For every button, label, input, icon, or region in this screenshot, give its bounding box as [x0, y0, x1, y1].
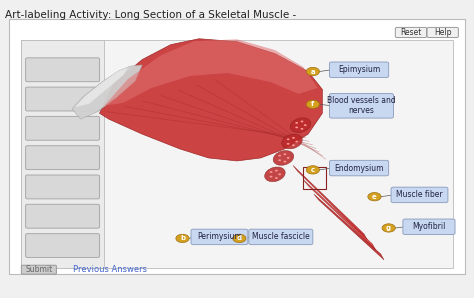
Text: f: f [311, 101, 314, 107]
Text: Perimysium: Perimysium [197, 232, 242, 241]
Text: g: g [386, 225, 391, 231]
Text: Reset: Reset [400, 28, 422, 37]
Text: Help: Help [434, 28, 451, 37]
Text: Blood vessels and
nerves: Blood vessels and nerves [327, 96, 396, 116]
Text: d: d [237, 235, 242, 241]
Text: Art-labeling Activity: Long Section of a Skeletal Muscle -: Art-labeling Activity: Long Section of a… [5, 10, 296, 21]
Text: Muscle fascicle: Muscle fascicle [252, 232, 310, 241]
Text: b: b [180, 235, 185, 241]
Text: a: a [310, 69, 315, 74]
Text: Submit: Submit [25, 265, 53, 274]
Text: Endomysium: Endomysium [334, 164, 384, 173]
Text: e: e [372, 194, 377, 200]
Text: Muscle fiber: Muscle fiber [396, 190, 443, 199]
Text: Previous Answers: Previous Answers [73, 265, 147, 274]
Text: c: c [311, 167, 315, 173]
Text: Epimysium: Epimysium [338, 65, 380, 74]
Text: Myofibril: Myofibril [412, 222, 446, 231]
